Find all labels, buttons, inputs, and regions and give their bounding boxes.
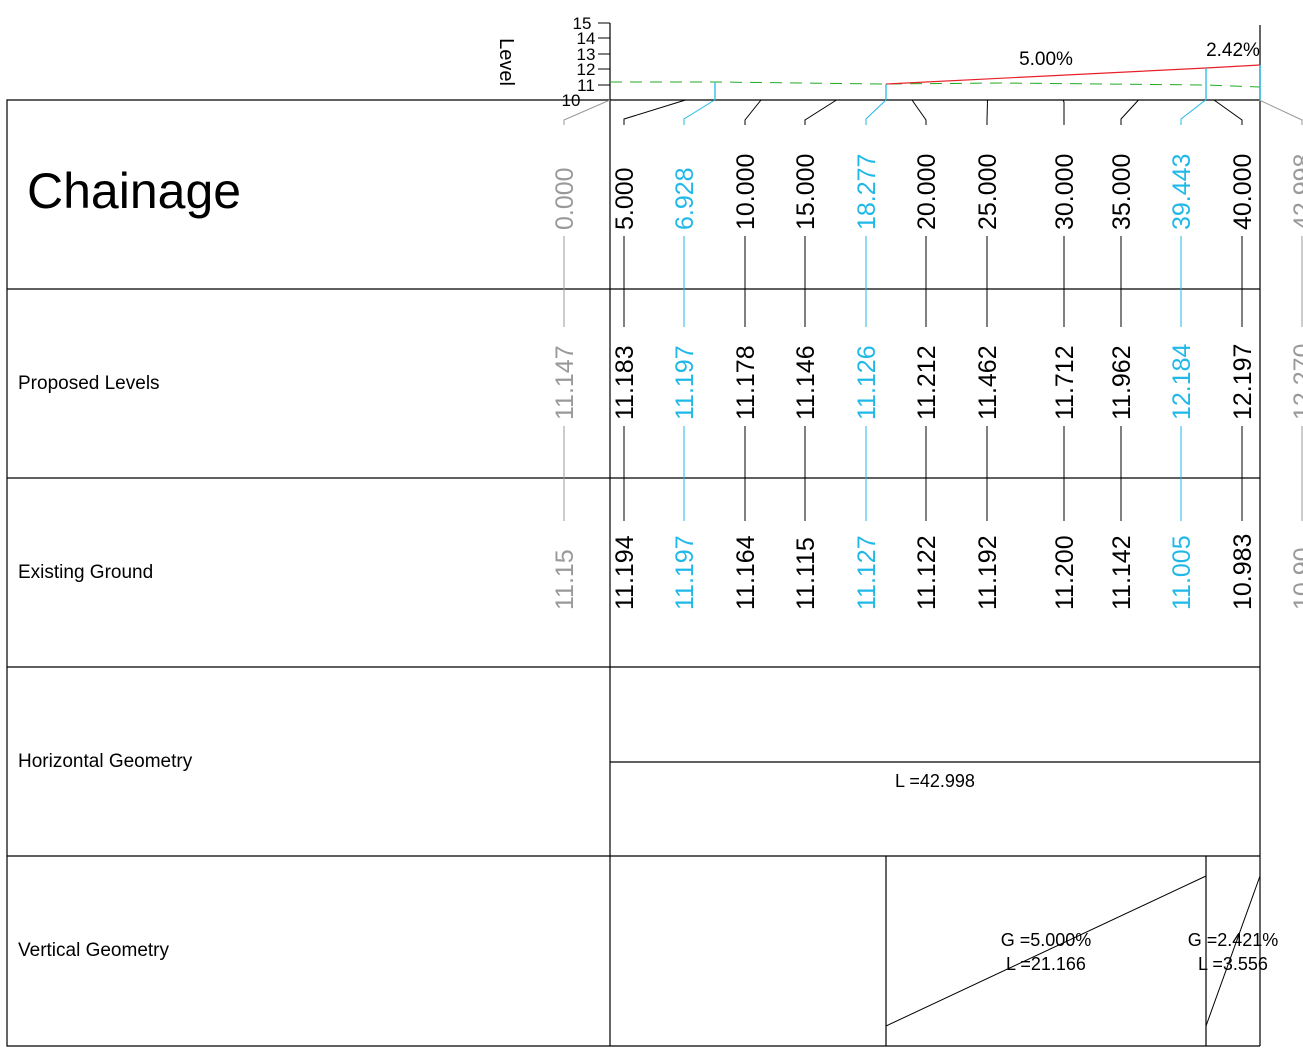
station-chainage-label: 20.000 bbox=[913, 154, 941, 230]
vertical-grade-label: G =2.421% bbox=[1188, 930, 1279, 950]
band-title-existing-ground: Existing Ground bbox=[18, 562, 153, 583]
station-column: 30.000 11.712 11.200 bbox=[1051, 99, 1079, 610]
band-title-chainage: Chainage bbox=[27, 163, 241, 219]
station-existing-label: 11.15 bbox=[551, 549, 579, 610]
station-existing-label: 11.142 bbox=[1108, 535, 1136, 610]
band-title-proposed-levels: Proposed Levels bbox=[18, 373, 160, 394]
station-column: 18.277 11.126 11.127 bbox=[853, 99, 887, 610]
level-tick-15: 15 bbox=[573, 14, 592, 33]
station-leader bbox=[623, 99, 686, 125]
station-chainage-label: 39.443 bbox=[1168, 154, 1196, 230]
station-existing-label: 11.127 bbox=[853, 535, 881, 610]
station-proposed-label: 11.712 bbox=[1051, 345, 1079, 420]
station-column: 10.000 11.178 11.164 bbox=[732, 99, 762, 610]
station-chainage-label: 6.928 bbox=[671, 167, 699, 230]
station-proposed-label: 11.197 bbox=[671, 345, 699, 420]
station-leader bbox=[804, 99, 837, 125]
station-existing-label: 11.200 bbox=[1051, 535, 1079, 610]
vertical-length-label: L =21.166 bbox=[1006, 954, 1086, 974]
existing-ground-profile bbox=[610, 81, 1261, 88]
station-proposed-label: 11.178 bbox=[732, 345, 760, 420]
vertical-grade-line bbox=[885, 875, 1207, 1027]
level-tick-12: 12 bbox=[577, 60, 596, 79]
station-proposed-label: 11.146 bbox=[792, 345, 820, 420]
station-proposed-label: 11.183 bbox=[611, 345, 639, 420]
station-existing-label: 11.194 bbox=[611, 535, 639, 610]
station-leader bbox=[1213, 99, 1243, 125]
station-leader bbox=[1062, 99, 1065, 125]
station-proposed-label: 12.197 bbox=[1229, 344, 1257, 420]
station-leader bbox=[986, 99, 988, 125]
grade-label-second: 2.42% bbox=[1206, 40, 1260, 61]
vertical-grade-line bbox=[1205, 875, 1261, 1027]
station-column: 20.000 11.212 11.122 bbox=[911, 99, 941, 610]
station-leader bbox=[911, 99, 927, 125]
station-column: 25.000 11.462 11.192 bbox=[974, 99, 1002, 610]
station-chainage-label: 18.277 bbox=[853, 154, 881, 230]
station-column: 15.000 11.146 11.115 bbox=[792, 99, 837, 610]
station-existing-label: 11.192 bbox=[974, 535, 1002, 610]
station-leader bbox=[1259, 99, 1303, 125]
station-existing-label: 10.983 bbox=[1229, 534, 1257, 610]
vertical-length-label: L =3.556 bbox=[1198, 954, 1268, 974]
station-existing-label: 11.122 bbox=[913, 535, 941, 610]
station-chainage-label: 15.000 bbox=[792, 154, 820, 230]
band-title-vertical-geometry: Vertical Geometry bbox=[18, 940, 169, 961]
station-chainage-label: 0.000 bbox=[551, 167, 579, 230]
station-existing-label: 11.005 bbox=[1168, 535, 1196, 610]
level-tick-14: 14 bbox=[577, 29, 596, 48]
station-proposed-label: 12.270 bbox=[1289, 344, 1303, 420]
band-frame bbox=[6, 23, 1261, 1047]
station-leader bbox=[865, 99, 887, 125]
station-chainage-label: 25.000 bbox=[974, 154, 1002, 230]
vertical-grade-label: G =5.000% bbox=[1001, 930, 1092, 950]
station-chainage-label: 30.000 bbox=[1051, 154, 1079, 230]
grade-label-first: 5.00% bbox=[1019, 49, 1073, 70]
horizontal-length-label: L =42.998 bbox=[895, 771, 975, 791]
station-leader bbox=[1120, 99, 1139, 125]
stations-layer: 0.000 11.147 11.15 5.000 11.183 11.194 6.928 11… bbox=[551, 99, 1303, 610]
station-leader bbox=[683, 99, 715, 125]
station-column: 0.000 11.147 11.15 bbox=[551, 99, 611, 610]
station-chainage-label: 40.000 bbox=[1229, 154, 1257, 230]
proposed-level-profile bbox=[885, 64, 1261, 85]
level-tick-10: 10 bbox=[562, 91, 581, 110]
station-chainage-label: 10.000 bbox=[732, 154, 760, 230]
level-axis-ticks bbox=[598, 22, 610, 101]
station-proposed-label: 11.962 bbox=[1108, 345, 1136, 420]
station-column: 40.000 12.197 10.983 bbox=[1213, 99, 1257, 610]
station-existing-label: 11.197 bbox=[671, 535, 699, 610]
level-tick-13: 13 bbox=[577, 45, 596, 64]
station-existing-label: 11.115 bbox=[792, 537, 820, 610]
level-axis-title: Level bbox=[495, 38, 517, 86]
station-column: 6.928 11.197 11.197 bbox=[671, 99, 715, 610]
station-proposed-label: 12.184 bbox=[1168, 343, 1196, 420]
station-chainage-label: 42.998 bbox=[1289, 154, 1303, 230]
station-proposed-label: 11.462 bbox=[974, 345, 1002, 420]
station-leader bbox=[744, 99, 762, 125]
profile: 5.00% 2.42% bbox=[610, 40, 1261, 100]
station-proposed-label: 11.126 bbox=[853, 345, 881, 420]
level-tick-11: 11 bbox=[577, 76, 595, 95]
station-existing-label: 10.90 bbox=[1289, 547, 1303, 610]
station-existing-label: 11.164 bbox=[732, 535, 760, 610]
station-chainage-label: 5.000 bbox=[611, 167, 639, 230]
station-proposed-label: 11.147 bbox=[551, 345, 579, 420]
station-column: 35.000 11.962 11.142 bbox=[1108, 99, 1139, 610]
vertical-geometry: G =5.000% L =21.166 G =2.421% L =3.556 bbox=[885, 875, 1279, 1027]
station-column: 42.998 12.270 10.90 bbox=[1259, 99, 1303, 610]
station-chainage-label: 35.000 bbox=[1108, 154, 1136, 230]
station-leader bbox=[563, 99, 611, 125]
station-column: 39.443 12.184 11.005 bbox=[1168, 99, 1206, 610]
station-leader bbox=[1180, 99, 1206, 125]
level-axis: Level 15 14 13 12 11 10 bbox=[495, 14, 610, 110]
band-title-horizontal-geometry: Horizontal Geometry bbox=[18, 751, 193, 772]
station-proposed-label: 11.212 bbox=[913, 345, 941, 420]
station-column: 5.000 11.183 11.194 bbox=[611, 99, 686, 610]
